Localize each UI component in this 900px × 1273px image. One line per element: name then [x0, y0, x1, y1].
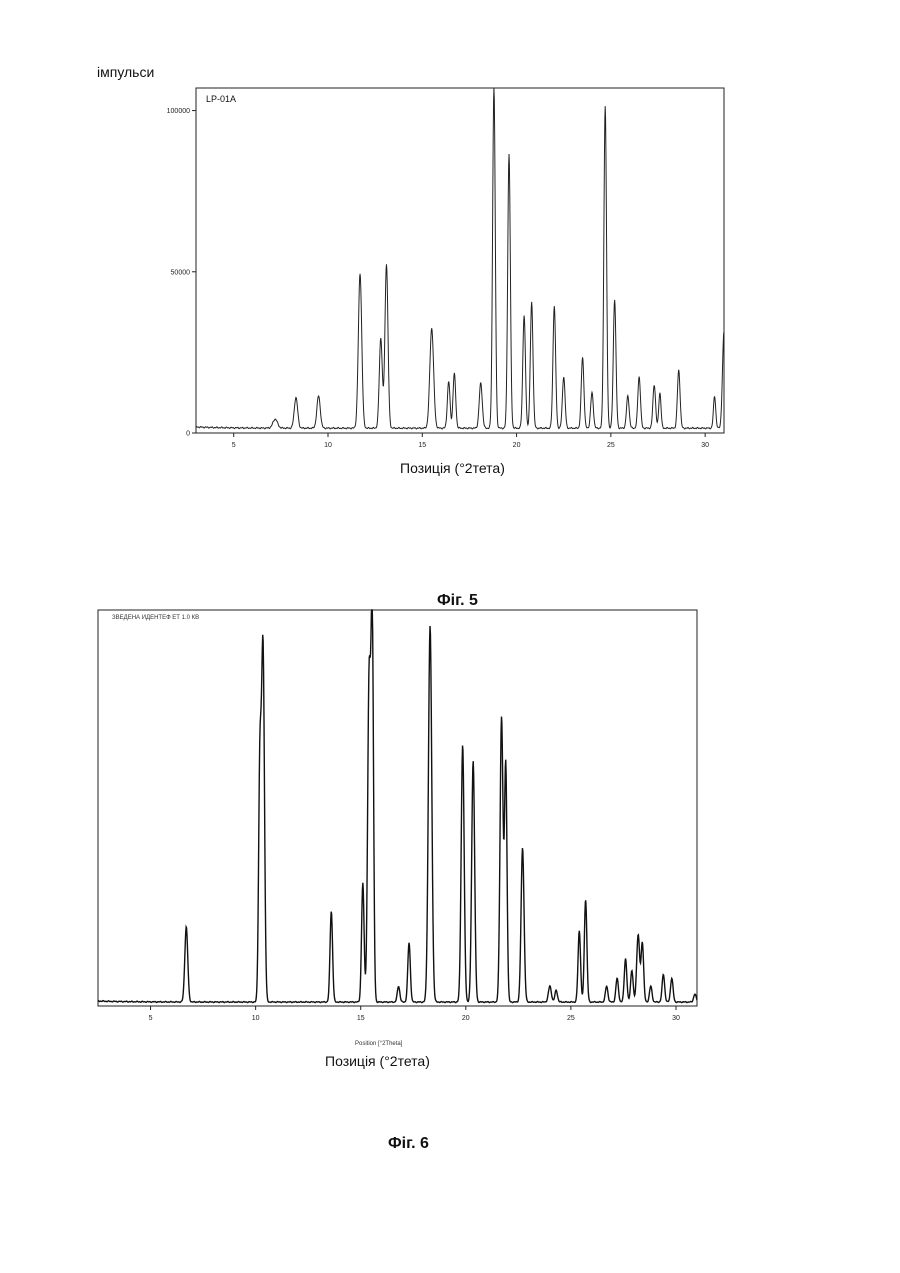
- chart1-xlabel: Позиція (°2тета): [400, 460, 505, 476]
- chart2-header: ЗВЕДЕНА ИДЕНТЕФ ЕТ 1.0 КВ: [112, 615, 199, 621]
- chart1-plot-frame: [196, 88, 724, 433]
- chart1: LP-01A 0 50000 100000 5 10 15 20 25 30: [0, 0, 900, 600]
- xtick-label: 20: [513, 442, 521, 449]
- xtick-label: 15: [357, 1015, 365, 1022]
- chart1-yaxis: 0 50000 100000: [167, 108, 196, 437]
- xtick-label: 20: [462, 1015, 470, 1022]
- xtick-label: 5: [232, 442, 236, 449]
- xtick-label: 10: [324, 442, 332, 449]
- fig6-caption: Фіг. 6: [388, 1135, 429, 1153]
- xtick-label: 30: [672, 1015, 680, 1022]
- xtick-label: 10: [252, 1015, 260, 1022]
- xtick-label: 5: [149, 1015, 153, 1022]
- xtick-label: 15: [418, 442, 426, 449]
- xtick-label: 30: [701, 442, 709, 449]
- ytick-label: 0: [186, 431, 190, 438]
- ytick-label: 100000: [167, 108, 190, 115]
- ytick-label: 50000: [171, 269, 191, 276]
- chart2-xlabel: Позиція (°2тета): [325, 1053, 430, 1069]
- chart2: ЗВЕДЕНА ИДЕНТЕФ ЕТ 1.0 КВ 5 10 15 20 25 30 Po…: [0, 600, 900, 1060]
- chart2-series-line: [98, 610, 697, 1003]
- chart2-sub-xlabel: Position [°2Theta]: [355, 1041, 403, 1047]
- xtick-label: 25: [607, 442, 615, 449]
- chart2-xaxis: 5 10 15 20 25 30: [149, 1006, 680, 1022]
- xtick-label: 25: [567, 1015, 575, 1022]
- chart1-series-line: [196, 88, 724, 429]
- chart1-title: LP-01A: [206, 94, 236, 104]
- chart1-xaxis: 5 10 15 20 25 30: [232, 433, 709, 449]
